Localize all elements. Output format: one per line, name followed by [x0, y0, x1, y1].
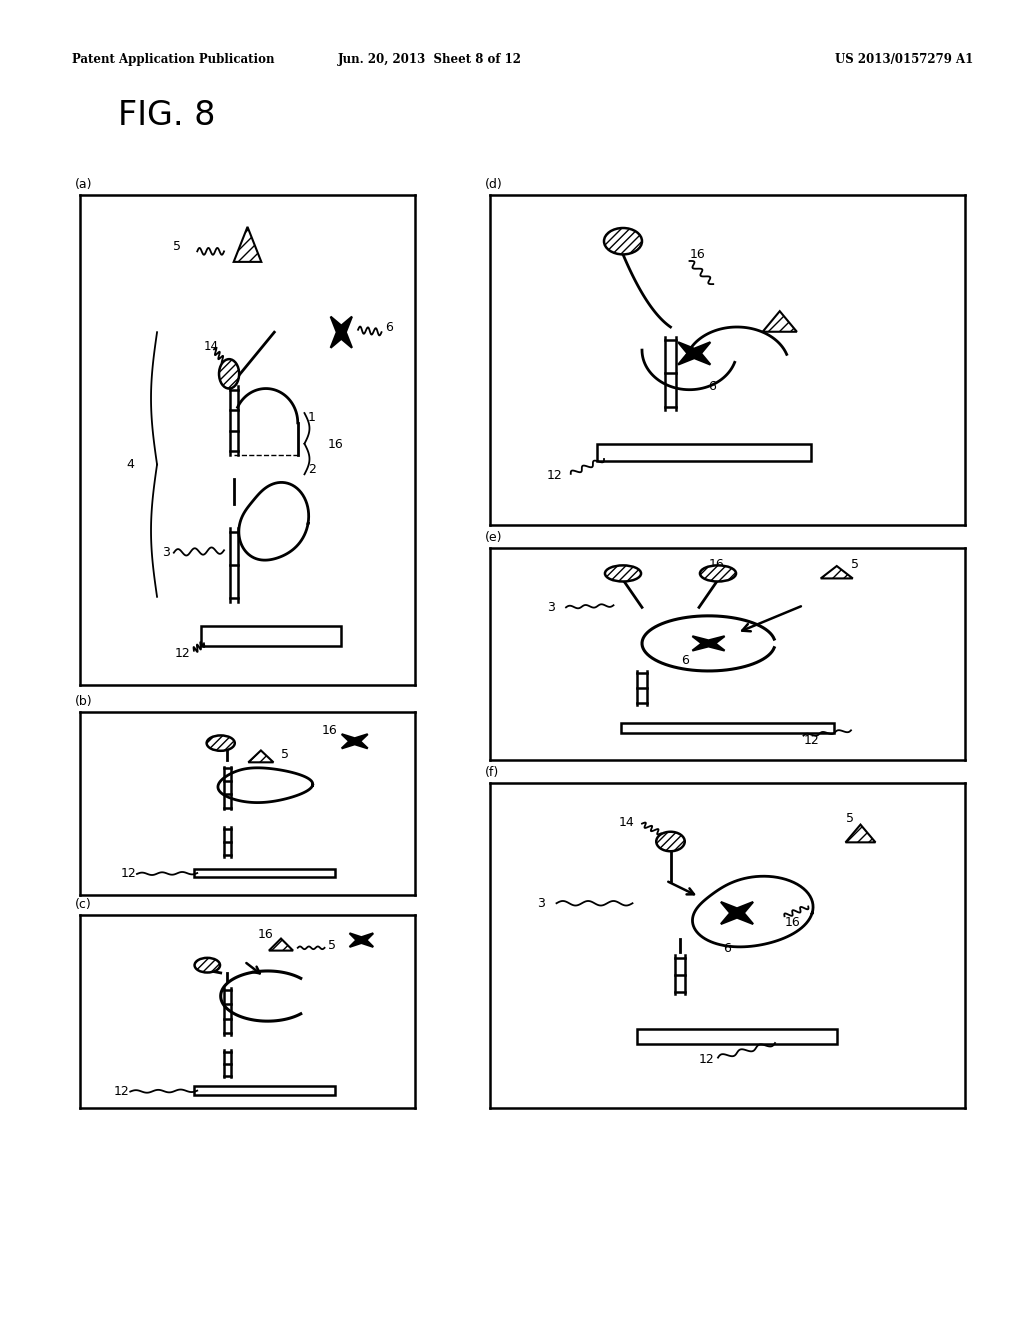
Text: Patent Application Publication: Patent Application Publication [72, 53, 274, 66]
Text: 3: 3 [538, 896, 546, 909]
Text: 12: 12 [547, 469, 563, 482]
Text: (f): (f) [485, 766, 499, 779]
Polygon shape [678, 342, 711, 364]
Text: 1: 1 [308, 412, 315, 425]
Text: 16: 16 [328, 438, 344, 451]
Polygon shape [269, 939, 293, 950]
Text: 5: 5 [281, 747, 289, 760]
Bar [637, 1030, 837, 1044]
Text: 2: 2 [308, 463, 315, 477]
Polygon shape [218, 768, 312, 803]
Text: 3: 3 [547, 601, 555, 614]
Bar [201, 626, 341, 645]
Text: FIG. 8: FIG. 8 [118, 99, 215, 132]
Text: 12: 12 [120, 867, 136, 880]
Circle shape [700, 565, 736, 582]
Bar [194, 1086, 335, 1096]
Polygon shape [639, 615, 778, 672]
Text: 5: 5 [328, 940, 336, 953]
Text: 5: 5 [846, 812, 854, 825]
Text: Jun. 20, 2013  Sheet 8 of 12: Jun. 20, 2013 Sheet 8 of 12 [338, 53, 522, 66]
Polygon shape [349, 933, 373, 946]
Polygon shape [218, 970, 316, 1023]
Text: 14: 14 [618, 816, 634, 829]
Text: 16: 16 [689, 248, 706, 261]
Polygon shape [239, 482, 308, 560]
Bar [194, 869, 335, 878]
Text: 5: 5 [172, 240, 180, 253]
Polygon shape [763, 312, 797, 331]
Text: (d): (d) [485, 178, 503, 191]
Polygon shape [342, 734, 368, 748]
Text: 16: 16 [784, 916, 800, 929]
Polygon shape [233, 227, 261, 261]
Polygon shape [249, 751, 273, 763]
Text: US 2013/0157279 A1: US 2013/0157279 A1 [835, 53, 973, 66]
Text: 12: 12 [804, 734, 819, 747]
Circle shape [195, 958, 220, 973]
Polygon shape [692, 876, 813, 946]
Text: 6: 6 [724, 942, 731, 956]
Circle shape [656, 832, 685, 851]
Text: (b): (b) [75, 696, 92, 708]
Circle shape [207, 735, 234, 751]
Bar [621, 723, 835, 733]
Text: 12: 12 [175, 647, 190, 660]
Text: 16: 16 [258, 928, 273, 941]
Text: 16: 16 [322, 723, 337, 737]
Text: 12: 12 [114, 1085, 129, 1098]
Bar [597, 444, 811, 461]
Polygon shape [820, 566, 853, 578]
Text: 6: 6 [681, 653, 689, 667]
Text: (e): (e) [485, 531, 503, 544]
Circle shape [605, 565, 641, 582]
Text: 14: 14 [204, 341, 219, 354]
Polygon shape [331, 317, 352, 347]
Polygon shape [692, 636, 725, 651]
Text: 4: 4 [126, 458, 134, 471]
Polygon shape [721, 902, 753, 924]
Text: 16: 16 [709, 558, 724, 572]
Text: 5: 5 [851, 558, 859, 572]
Text: (a): (a) [75, 178, 92, 191]
Circle shape [604, 228, 642, 255]
Text: 12: 12 [699, 1053, 715, 1065]
Text: 6: 6 [709, 380, 717, 393]
Text: 3: 3 [163, 546, 170, 560]
Text: (c): (c) [75, 898, 91, 911]
Polygon shape [846, 825, 876, 842]
Text: 6: 6 [385, 321, 393, 334]
Circle shape [219, 359, 240, 388]
